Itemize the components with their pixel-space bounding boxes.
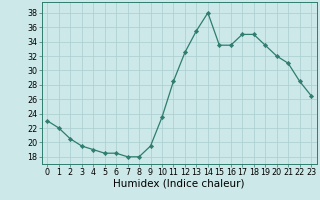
X-axis label: Humidex (Indice chaleur): Humidex (Indice chaleur)	[114, 179, 245, 189]
